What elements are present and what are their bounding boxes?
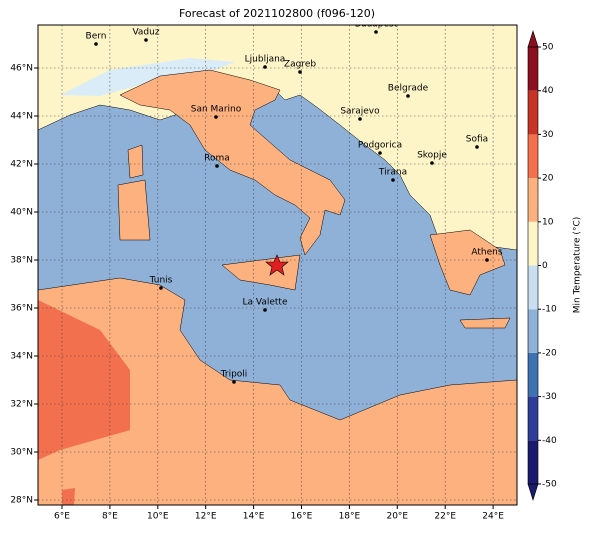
corsica xyxy=(127,144,144,179)
crete xyxy=(459,317,511,329)
lon-tick-label: 12°E xyxy=(195,512,217,522)
city-dot xyxy=(358,117,362,121)
city-dot xyxy=(232,380,236,384)
lat-tick-label: 44°N xyxy=(10,112,33,122)
lon-tick-label: 6°E xyxy=(54,512,70,522)
colorbar-bin xyxy=(528,265,538,310)
city-label: Roma xyxy=(204,154,230,164)
axes: 6°E 8°E 10°E 12°E 14°E 16°E 18°E 20°E 22°E 24°E 28… xyxy=(10,64,504,522)
city-label: Skopje xyxy=(417,151,447,161)
city-dot xyxy=(378,151,382,155)
city-dot xyxy=(475,145,479,149)
city-label: Podgorica xyxy=(358,141,402,151)
city-label: Sarajevo xyxy=(340,107,380,117)
italy xyxy=(119,69,346,256)
africa-warm xyxy=(38,300,130,460)
lat-tick-label: 42°N xyxy=(10,160,33,170)
city-label: Athens xyxy=(471,248,502,258)
lon-tick-label: 16°E xyxy=(291,512,313,522)
colorbar-bin xyxy=(528,221,538,266)
alps-cold xyxy=(60,58,235,96)
lon-tick-label: 24°E xyxy=(482,512,504,522)
city-dot xyxy=(94,42,98,46)
colorbar-tick-label: -50 xyxy=(542,480,557,490)
colorbar-tick-label: 10 xyxy=(542,217,554,227)
city-label: Belgrade xyxy=(388,84,429,94)
lat-tick-label: 36°N xyxy=(10,304,33,314)
colorbar-label: Min Temperature (°C) xyxy=(573,217,583,314)
colorbar-bin xyxy=(528,440,538,484)
location-star xyxy=(265,254,289,276)
africa xyxy=(38,277,517,505)
map-frame xyxy=(37,24,518,506)
colorbar-extend-low xyxy=(527,483,539,502)
colorbar-bin xyxy=(528,309,538,353)
lat-tick-label: 32°N xyxy=(10,400,33,410)
city-label: Bern xyxy=(86,32,107,42)
city-label: Tripoli xyxy=(220,370,248,380)
colorbar-bin xyxy=(528,90,538,135)
city-label: Ljubljana xyxy=(245,55,286,65)
city-dot xyxy=(159,286,163,290)
colorbar-tick-label: -10 xyxy=(542,305,557,315)
africa-warm xyxy=(62,488,75,505)
colorbar-tick-label: 30 xyxy=(542,130,554,140)
colorbar-bin xyxy=(528,47,538,91)
city-dot xyxy=(214,115,218,119)
city-label: Sofia xyxy=(466,135,488,145)
colorbar-bin xyxy=(528,352,538,397)
city-dot xyxy=(263,65,267,69)
city-label: Vaduz xyxy=(132,28,159,38)
city-dot xyxy=(144,38,148,42)
city-dot xyxy=(298,70,302,74)
colorbar-tick-label: -40 xyxy=(542,436,557,446)
city-dot xyxy=(263,308,267,312)
colorbar-tick-label: 0 xyxy=(542,261,548,271)
lat-tick-label: 28°N xyxy=(10,496,33,506)
sardinia xyxy=(117,179,151,241)
city-label: Zagreb xyxy=(284,60,316,70)
lat-tick-label: 34°N xyxy=(10,352,33,362)
colorbar-tick-label: 50 xyxy=(542,43,554,53)
lon-tick-label: 22°E xyxy=(434,512,456,522)
city-label: San Marino xyxy=(191,105,242,115)
city-label: Budapest xyxy=(355,20,398,30)
graticule xyxy=(38,25,517,505)
lat-tick-label: 30°N xyxy=(10,448,33,458)
colorbar-bin xyxy=(528,134,538,179)
lon-tick-label: 10°E xyxy=(147,512,169,522)
city-label: La Valette xyxy=(243,298,288,308)
city-dot xyxy=(485,258,489,262)
lon-tick-label: 20°E xyxy=(386,512,408,522)
colorbar-extend-high xyxy=(527,29,539,48)
lon-tick-label: 18°E xyxy=(339,512,361,522)
city-dot xyxy=(215,164,219,168)
lat-tick-label: 40°N xyxy=(10,208,33,218)
colorbar-tick-label: 20 xyxy=(542,174,554,184)
colorbar-tick-label: -30 xyxy=(542,392,557,402)
city-label: Tunis xyxy=(149,276,173,286)
city-dot xyxy=(391,178,395,182)
colorbar-bin xyxy=(528,396,538,441)
colorbar-tick-label: -20 xyxy=(542,348,557,358)
colorbar-bin xyxy=(528,178,538,222)
lon-tick-label: 14°E xyxy=(243,512,265,522)
city-label: Tirana xyxy=(378,168,407,178)
colorbar: -50 -40 -30 -20 -10 0 10 20 30 40 50 xyxy=(527,29,557,502)
lat-tick-label: 38°N xyxy=(10,256,33,266)
city-dot xyxy=(430,161,434,165)
greece xyxy=(429,229,506,296)
lat-tick-label: 46°N xyxy=(10,64,33,74)
title: Forecast of 2021102800 (f096-120) xyxy=(179,7,375,20)
city-dot xyxy=(374,30,378,34)
colorbar-tick-label: 40 xyxy=(542,86,554,96)
city-dot xyxy=(406,94,410,98)
lon-tick-label: 8°E xyxy=(102,512,118,522)
